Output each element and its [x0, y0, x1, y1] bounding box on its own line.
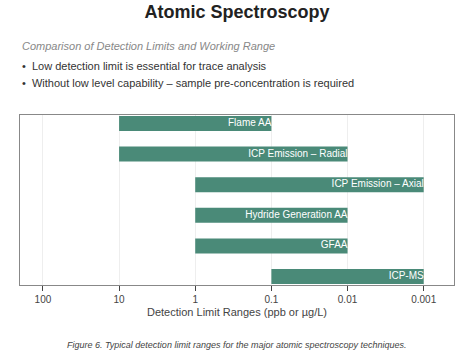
- svg-text:100: 100: [35, 294, 52, 305]
- svg-text:Hydride Generation AA: Hydride Generation AA: [245, 209, 348, 220]
- svg-text:ICP Emission – Radial: ICP Emission – Radial: [248, 148, 347, 159]
- svg-text:• Without low level capabilit: • Without low level capability – sample …: [22, 77, 354, 89]
- svg-text:Flame AA: Flame AA: [228, 117, 272, 128]
- svg-text:1: 1: [192, 294, 198, 305]
- svg-text:Atomic Spectroscopy: Atomic Spectroscopy: [144, 2, 329, 22]
- svg-text:0.1: 0.1: [264, 294, 278, 305]
- svg-text:0.001: 0.001: [411, 294, 436, 305]
- svg-text:Comparison of Detection Limits: Comparison of Detection Limits and Worki…: [22, 40, 275, 52]
- svg-text:ICP-MS: ICP-MS: [389, 270, 424, 281]
- svg-text:Figure 6. Typical detection li: Figure 6. Typical detection limit ranges…: [67, 340, 407, 350]
- svg-text:• Low detection limit is esse: • Low detection limit is essential for t…: [22, 60, 267, 72]
- svg-text:GFAA: GFAA: [321, 239, 348, 250]
- svg-text:10: 10: [114, 294, 126, 305]
- svg-text:0.01: 0.01: [338, 294, 358, 305]
- svg-text:ICP Emission – Axial: ICP Emission – Axial: [332, 178, 424, 189]
- svg-text:Detection Limit Ranges (ppb or: Detection Limit Ranges (ppb or µg/L): [147, 306, 327, 318]
